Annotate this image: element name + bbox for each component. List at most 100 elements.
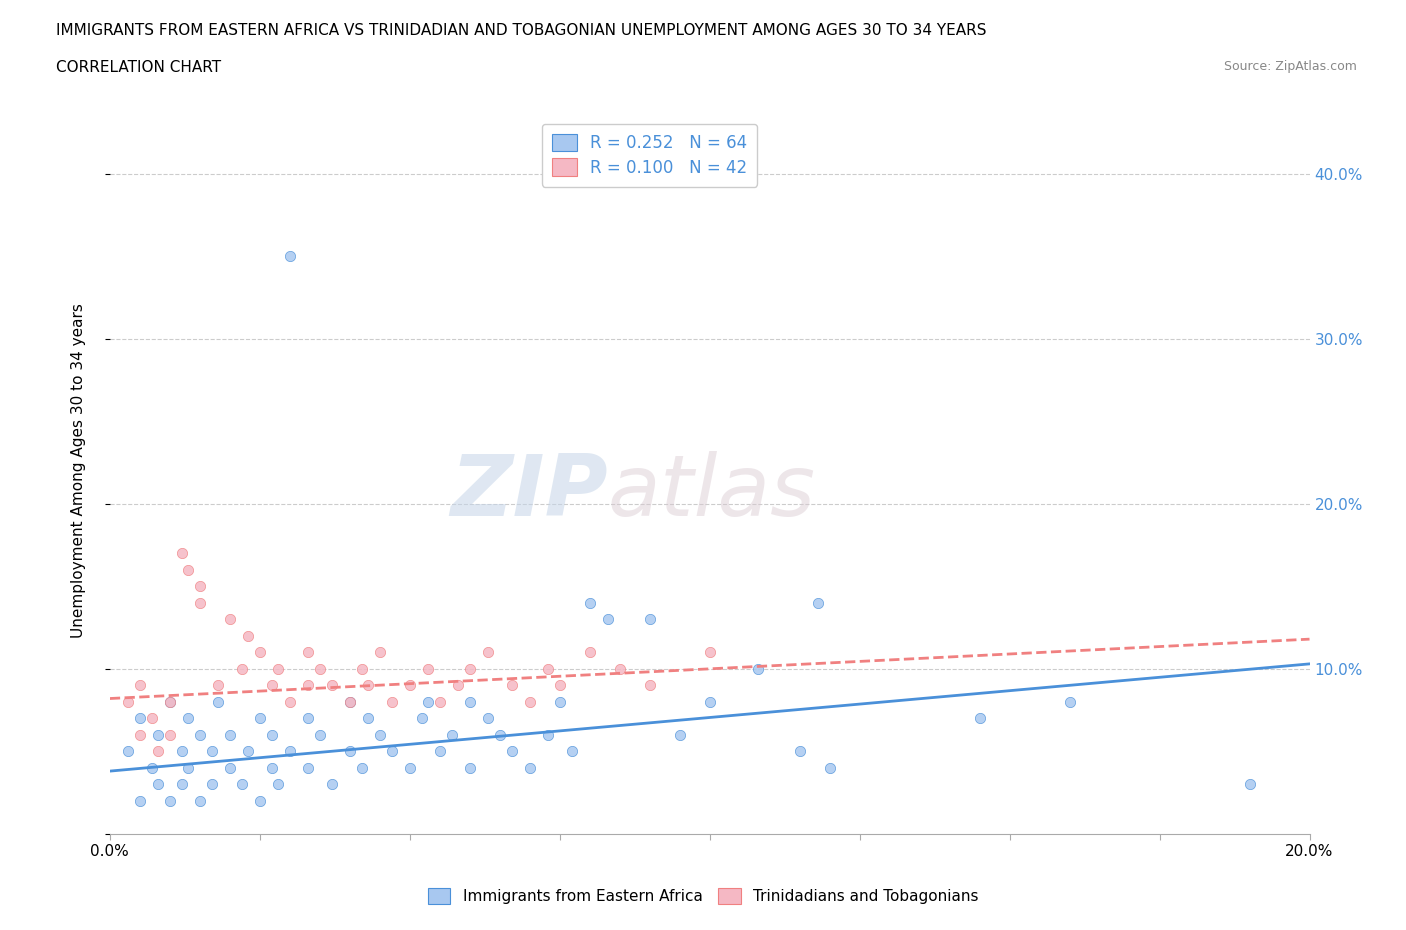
Point — [146, 744, 169, 759]
Point — [458, 761, 481, 776]
Point — [411, 711, 433, 725]
Point — [170, 744, 193, 759]
Point — [236, 629, 259, 644]
Point — [128, 711, 150, 725]
Point — [117, 695, 139, 710]
Point — [218, 727, 240, 742]
Point — [429, 695, 451, 710]
Text: atlas: atlas — [607, 451, 815, 534]
Point — [458, 661, 481, 676]
Point — [501, 744, 523, 759]
Point — [537, 661, 560, 676]
Point — [381, 695, 404, 710]
Point — [1239, 777, 1261, 791]
Point — [429, 744, 451, 759]
Point — [807, 595, 830, 610]
Point — [747, 661, 769, 676]
Point — [501, 678, 523, 693]
Point — [969, 711, 991, 725]
Legend: R = 0.252   N = 64, R = 0.100   N = 42: R = 0.252 N = 64, R = 0.100 N = 42 — [541, 124, 758, 187]
Point — [398, 761, 420, 776]
Y-axis label: Unemployment Among Ages 30 to 34 years: Unemployment Among Ages 30 to 34 years — [72, 303, 86, 638]
Point — [146, 777, 169, 791]
Point — [260, 727, 283, 742]
Point — [519, 695, 541, 710]
Point — [321, 678, 343, 693]
Point — [249, 793, 271, 808]
Point — [609, 661, 631, 676]
Point — [297, 711, 319, 725]
Point — [188, 595, 211, 610]
Point — [297, 678, 319, 693]
Point — [477, 644, 499, 659]
Point — [398, 678, 420, 693]
Text: IMMIGRANTS FROM EASTERN AFRICA VS TRINIDADIAN AND TOBAGONIAN UNEMPLOYMENT AMONG : IMMIGRANTS FROM EASTERN AFRICA VS TRINID… — [56, 23, 987, 38]
Point — [236, 744, 259, 759]
Point — [596, 612, 619, 627]
Point — [339, 695, 361, 710]
Point — [339, 695, 361, 710]
Point — [308, 661, 330, 676]
Point — [177, 761, 200, 776]
Point — [207, 695, 229, 710]
Point — [357, 678, 380, 693]
Point — [117, 744, 139, 759]
Point — [548, 695, 571, 710]
Point — [260, 678, 283, 693]
Text: ZIP: ZIP — [450, 451, 607, 534]
Point — [141, 761, 163, 776]
Point — [519, 761, 541, 776]
Point — [1059, 695, 1081, 710]
Point — [297, 761, 319, 776]
Point — [260, 761, 283, 776]
Point — [170, 777, 193, 791]
Point — [278, 695, 301, 710]
Point — [159, 695, 181, 710]
Point — [789, 744, 811, 759]
Point — [128, 793, 150, 808]
Point — [128, 678, 150, 693]
Text: CORRELATION CHART: CORRELATION CHART — [56, 60, 221, 75]
Point — [218, 612, 240, 627]
Point — [350, 661, 373, 676]
Point — [201, 777, 224, 791]
Point — [201, 744, 224, 759]
Point — [578, 595, 600, 610]
Point — [668, 727, 690, 742]
Point — [231, 661, 253, 676]
Point — [188, 727, 211, 742]
Point — [818, 761, 841, 776]
Point — [561, 744, 583, 759]
Point — [357, 711, 380, 725]
Point — [128, 727, 150, 742]
Point — [278, 249, 301, 264]
Point — [477, 711, 499, 725]
Point — [339, 744, 361, 759]
Point — [177, 563, 200, 578]
Point — [416, 661, 439, 676]
Point — [368, 727, 391, 742]
Point — [578, 644, 600, 659]
Point — [170, 546, 193, 561]
Point — [416, 695, 439, 710]
Point — [267, 777, 290, 791]
Point — [218, 761, 240, 776]
Point — [207, 678, 229, 693]
Text: Source: ZipAtlas.com: Source: ZipAtlas.com — [1223, 60, 1357, 73]
Point — [537, 727, 560, 742]
Point — [638, 678, 661, 693]
Point — [447, 678, 470, 693]
Point — [141, 711, 163, 725]
Point — [368, 644, 391, 659]
Point — [249, 644, 271, 659]
Point — [321, 777, 343, 791]
Point — [177, 711, 200, 725]
Point — [267, 661, 290, 676]
Point — [699, 644, 721, 659]
Point — [249, 711, 271, 725]
Point — [278, 744, 301, 759]
Point — [458, 695, 481, 710]
Point — [159, 793, 181, 808]
Point — [308, 727, 330, 742]
Legend: Immigrants from Eastern Africa, Trinidadians and Tobagonians: Immigrants from Eastern Africa, Trinidad… — [419, 879, 987, 913]
